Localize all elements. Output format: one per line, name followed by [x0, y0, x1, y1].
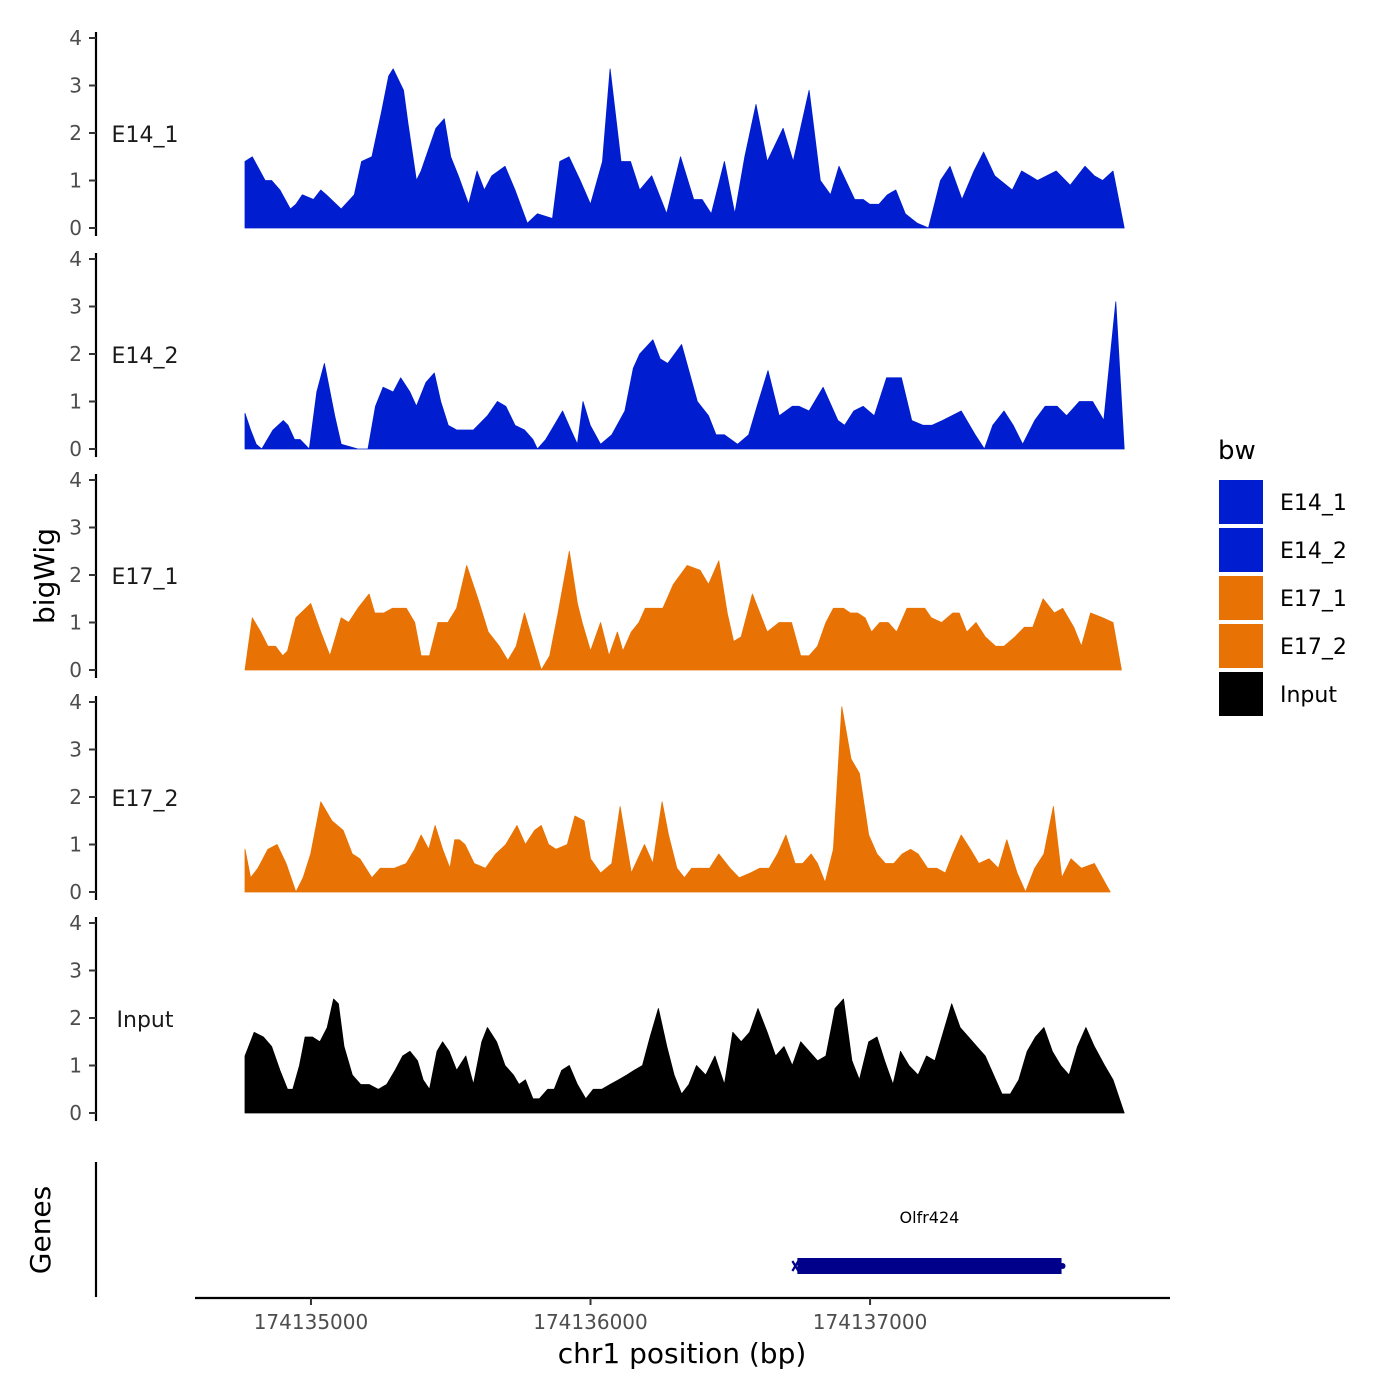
y-tick-label-e17-2-4: 4: [69, 690, 82, 714]
area-e17-1: [244, 550, 1122, 671]
legend-label-e17-1: E17_1: [1280, 587, 1347, 612]
x-axis-title: chr1 position (bp): [558, 1337, 807, 1370]
genes-panel: Genes Olfr424: [24, 1162, 1066, 1297]
gene-body-olfr424: [797, 1258, 1062, 1274]
gene-olfr424: Olfr424: [791, 1208, 1066, 1274]
y-tick-label-e17-2-3: 3: [69, 738, 82, 762]
legend-item-input: Input: [1219, 672, 1337, 716]
track-e14-2: 0 1 2 3 4 E14_2: [69, 247, 1125, 461]
track-label-e14-2: E14_2: [112, 344, 179, 369]
legend-swatch-e17-2: [1219, 624, 1263, 668]
gene-label-olfr424: Olfr424: [900, 1208, 960, 1227]
y-tick-label-input-4: 4: [69, 911, 82, 935]
y-tick-label-input-3: 3: [69, 959, 82, 983]
legend-swatch-e14-1: [1219, 480, 1263, 524]
track-e17-2: 0 1 2 3 4 E17_2: [69, 690, 1111, 904]
y-tick-label-e17-1-0: 0: [69, 658, 82, 682]
y-tick-label-e14-1-3: 3: [69, 74, 82, 98]
y-tick-label-e14-2-3: 3: [69, 295, 82, 319]
y-tick-label-e17-1-4: 4: [69, 468, 82, 492]
y-tick-label-e14-1-4: 4: [69, 26, 82, 50]
y-tick-label-e14-2-2: 2: [69, 342, 82, 366]
gene-models: Olfr424: [791, 1208, 1066, 1274]
y-tick-label-input-1: 1: [69, 1054, 82, 1078]
x-axis: 174135000 174136000 174137000 chr1 positio…: [195, 1296, 1170, 1370]
y-tick-label-e17-2-2: 2: [69, 785, 82, 809]
y-tick-label-e14-2-0: 0: [69, 437, 82, 461]
x-tick-label-174137000: 174137000: [813, 1310, 928, 1334]
legend-item-e17-2: E17_2: [1219, 624, 1347, 668]
y-axis-title: bigWig: [28, 528, 61, 624]
y-tick-label-e17-1-1: 1: [69, 611, 82, 635]
y-tick-label-e17-2-1: 1: [69, 833, 82, 857]
track-label-e17-2: E17_2: [112, 787, 179, 812]
track-label-input: Input: [117, 1008, 174, 1033]
track-label-e14-1: E14_1: [112, 123, 179, 148]
legend-item-e14-2: E14_2: [1219, 528, 1347, 572]
bigwig-tracks: 0 1 2 3 4 E14_1 0 1 2 3 4 E14_2 0 1 2 3 4 E17_1 0 1 2 3 4 E17_2…: [69, 26, 1125, 1125]
y-tick-label-e17-2-0: 0: [69, 880, 82, 904]
track-e14-1: 0 1 2 3 4 E14_1: [69, 26, 1125, 240]
y-tick-label-e17-1-3: 3: [69, 516, 82, 540]
legend-label-e14-2: E14_2: [1280, 539, 1347, 564]
gene-end-mark-olfr424: [1059, 1263, 1066, 1269]
area-input: [244, 998, 1125, 1114]
y-tick-label-input-0: 0: [69, 1101, 82, 1125]
legend-label-e17-2: E17_2: [1280, 635, 1347, 660]
y-tick-label-e14-1-0: 0: [69, 216, 82, 240]
y-tick-label-e17-1-2: 2: [69, 563, 82, 587]
legend-label-input: Input: [1280, 683, 1337, 708]
x-axis-ticks: 174135000 174136000 174137000: [254, 1298, 928, 1334]
legend-item-e17-1: E17_1: [1219, 576, 1347, 620]
legend: bw E14_1 E14_2 E17_1 E17_2 Input: [1218, 436, 1347, 716]
legend-swatch-input: [1219, 672, 1263, 716]
y-tick-label-input-2: 2: [69, 1006, 82, 1030]
track-label-e17-1: E17_1: [112, 565, 179, 590]
legend-items: E14_1 E14_2 E17_1 E17_2 Input: [1219, 480, 1347, 716]
genes-axis-title: Genes: [24, 1186, 57, 1274]
y-tick-label-e14-1-1: 1: [69, 169, 82, 193]
legend-swatch-e17-1: [1219, 576, 1263, 620]
y-tick-label-e14-1-2: 2: [69, 121, 82, 145]
area-e17-2: [244, 706, 1111, 893]
legend-label-e14-1: E14_1: [1280, 491, 1347, 516]
area-e14-1: [244, 68, 1125, 229]
gene-strand-mark-olfr424: [791, 1260, 800, 1272]
legend-title: bw: [1218, 436, 1256, 466]
x-tick-label-174135000: 174135000: [254, 1310, 369, 1334]
y-tick-label-e14-2-4: 4: [69, 247, 82, 271]
track-input: 0 1 2 3 4 Input: [69, 911, 1125, 1125]
x-tick-label-174136000: 174136000: [533, 1310, 648, 1334]
legend-swatch-e14-2: [1219, 528, 1263, 572]
area-e14-2: [244, 301, 1125, 450]
track-e17-1: 0 1 2 3 4 E17_1: [69, 468, 1122, 682]
y-tick-label-e14-2-1: 1: [69, 390, 82, 414]
legend-item-e14-1: E14_1: [1219, 480, 1347, 524]
